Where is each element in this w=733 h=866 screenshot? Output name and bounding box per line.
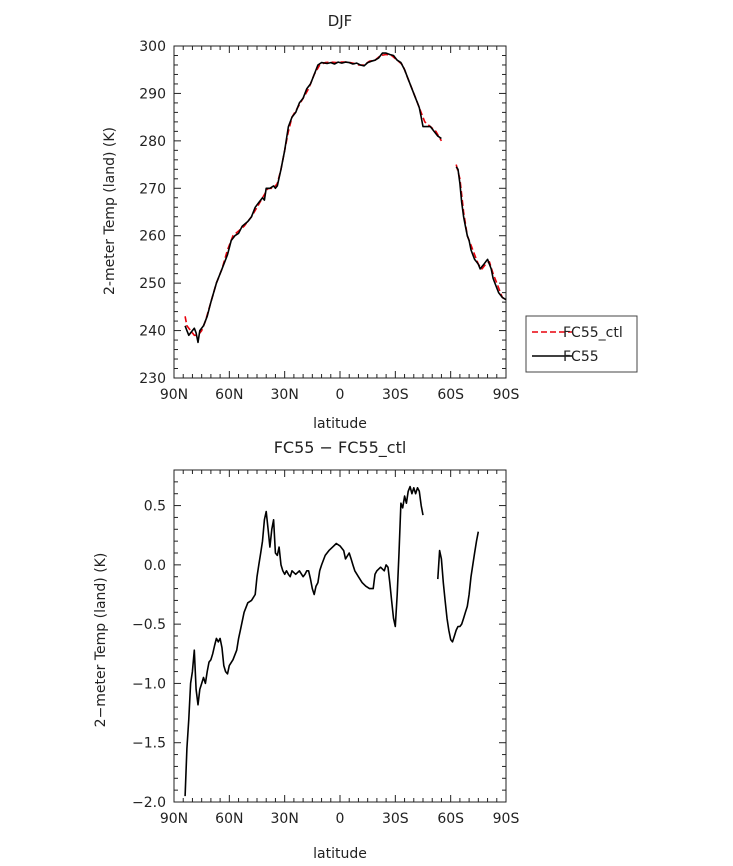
- x-tick-label: 90S: [493, 811, 520, 827]
- y-tick-label: −1.5: [132, 736, 166, 752]
- chart-title: FC55 − FC55_ctl: [274, 438, 407, 458]
- y-tick-label: 250: [139, 276, 166, 292]
- y-tick-label: 240: [139, 324, 166, 340]
- legend: FC55_ctl FC55: [525, 315, 638, 373]
- y-tick-label: 260: [139, 229, 166, 245]
- y-tick-label: 290: [139, 86, 166, 102]
- x-tick-label: 30S: [382, 811, 409, 827]
- y-tick-label: 0.0: [144, 558, 166, 574]
- series-line-difference: [184, 485, 424, 797]
- difference-panel: FC55 − FC55_ctl 2−meter Temp (land) (K) …: [93, 438, 519, 862]
- y-tick-label: −0.5: [132, 617, 166, 633]
- y-tick-label: 230: [139, 371, 166, 387]
- plot-frame: [173, 469, 507, 803]
- x-tick-label: 60N: [215, 387, 243, 403]
- plot-frame: [173, 45, 507, 379]
- legend-label-fc55: FC55: [563, 349, 599, 365]
- y-axis-label: 2-meter Temp (land) (K): [102, 127, 118, 295]
- x-tick-label: 90N: [160, 387, 188, 403]
- legend-label-fc55-ctl: FC55_ctl: [563, 325, 623, 341]
- plot-area: 90N 60N 30N 0 30S 60S 90S −2.0 −1.5 −1.0 −0.5 0.0 0.…: [132, 469, 520, 827]
- legend-box: [525, 315, 638, 373]
- series-line-fc55: [455, 166, 507, 301]
- x-axis-label: latitude: [313, 416, 367, 432]
- chart-title: DJF: [328, 12, 353, 30]
- x-tick-label: 30S: [382, 387, 409, 403]
- x-tick-label: 30N: [271, 387, 299, 403]
- y-tick-label: −2.0: [132, 795, 166, 811]
- y-tick-label: 0.5: [144, 499, 166, 515]
- x-tick-label: 90N: [160, 811, 188, 827]
- x-axis-label: latitude: [313, 846, 367, 862]
- y-tick-label: 300: [139, 39, 166, 55]
- series-line-difference: [437, 531, 480, 643]
- x-tick-label: 0: [336, 811, 345, 827]
- plot-area: 90N 60N 30N 0 30S 60S 90S 230 240 250 260 270 280 290…: [139, 39, 519, 403]
- y-tick-label: 280: [139, 134, 166, 150]
- y-tick-label: 270: [139, 181, 166, 197]
- series-line-fc55: [184, 52, 442, 344]
- x-tick-label: 60S: [437, 387, 464, 403]
- x-tick-label: 60S: [437, 811, 464, 827]
- x-tick-label: 0: [336, 387, 345, 403]
- series-line-fc55-ctl: [184, 53, 443, 337]
- x-tick-label: 60N: [215, 811, 243, 827]
- temperature-panel: DJF 2-meter Temp (land) (K) latitude 90N…: [102, 12, 638, 432]
- y-tick-label: −1.0: [132, 676, 166, 692]
- series-line-fc55-ctl: [455, 164, 507, 301]
- x-tick-label: 90S: [493, 387, 520, 403]
- x-tick-label: 30N: [271, 811, 299, 827]
- y-axis-label: 2−meter Temp (land) (K): [93, 553, 109, 728]
